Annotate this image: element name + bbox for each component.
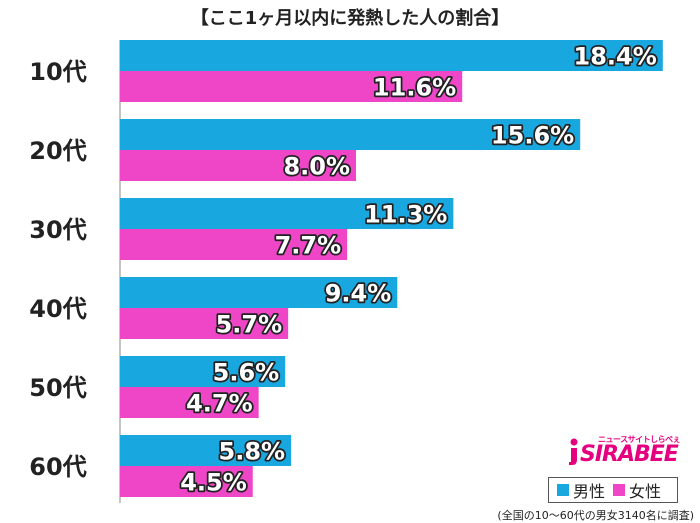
footnote: (全国の10〜60代の男女3140名に調査) (497, 509, 694, 522)
data-label-female: 8.0% (283, 153, 350, 181)
bar-male (120, 40, 663, 71)
logo-i-mark-icon (569, 438, 578, 465)
bar-male (120, 277, 398, 308)
data-label-female: 5.7% (216, 311, 283, 339)
data-label-female: 7.7% (275, 232, 342, 260)
legend-label-male: 男性 (573, 482, 606, 501)
data-label-male: 9.4% (325, 280, 392, 308)
category-label: 50代 (29, 374, 86, 402)
bar-female (120, 229, 348, 260)
logo-small-text: ニュースサイトしらべぇ (598, 435, 681, 444)
bar-female (120, 150, 356, 181)
category-label: 30代 (29, 216, 86, 244)
data-label-male: 11.3% (364, 201, 447, 229)
bar-female (120, 71, 463, 102)
bar-male (120, 119, 581, 150)
legend-label-female: 女性 (629, 482, 662, 501)
bar-male (120, 198, 454, 229)
bar-female (120, 466, 253, 497)
logo-main-text: SIRABEE (580, 442, 679, 467)
data-label-male: 5.6% (213, 359, 280, 387)
legend: 男性 女性 (548, 477, 678, 503)
data-label-male: 18.4% (574, 43, 657, 71)
legend-item-female: 女性 (613, 478, 661, 502)
legend-swatch-female (613, 484, 626, 496)
bar-female (120, 308, 289, 339)
data-label-female: 4.5% (180, 469, 247, 497)
category-label: 20代 (29, 137, 86, 165)
bar-male (120, 356, 286, 387)
category-label: 60代 (29, 453, 86, 481)
category-label: 40代 (29, 295, 86, 323)
data-label-male: 15.6% (491, 122, 574, 150)
legend-swatch-male (557, 484, 569, 496)
sirabee-logo: SIRABEE (568, 432, 679, 468)
bar-female (120, 387, 259, 418)
chart-title: 【ここ1ヶ月以内に発熱した人の割合】 (190, 8, 510, 29)
data-label-female: 11.6% (373, 74, 456, 102)
bar-male (120, 435, 292, 466)
data-label-female: 4.7% (186, 390, 253, 418)
data-label-male: 5.8% (219, 438, 286, 466)
legend-item-male: 男性 (557, 478, 605, 502)
category-label: 10代 (29, 58, 86, 86)
